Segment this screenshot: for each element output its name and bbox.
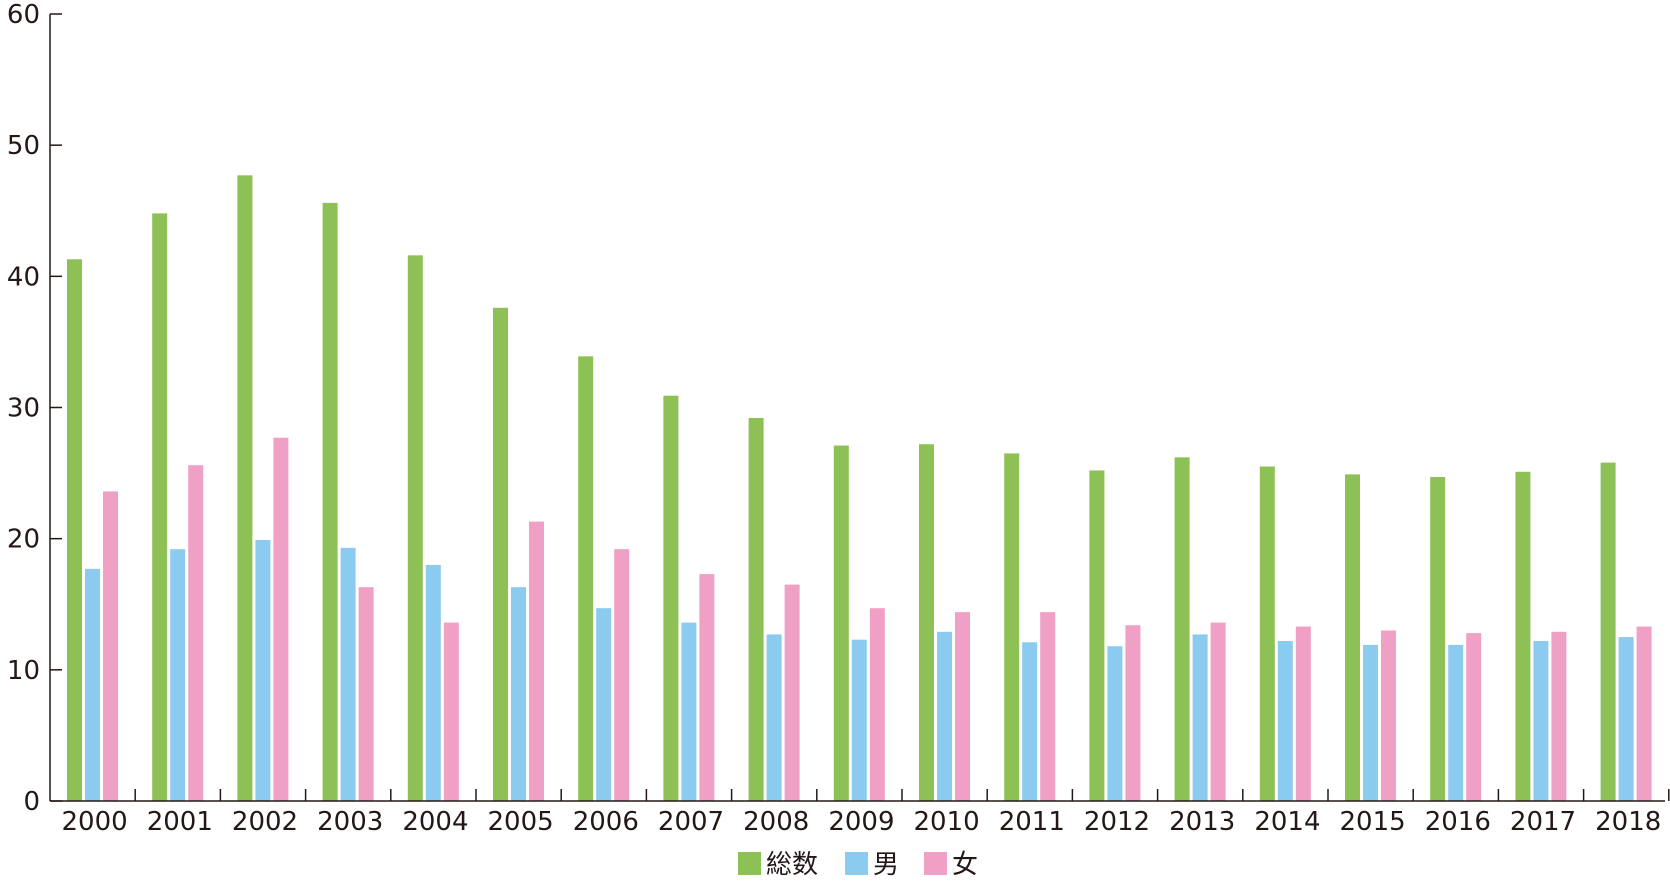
y-tick-label: 60: [7, 0, 40, 30]
x-tick-label: 2012: [1084, 807, 1150, 837]
bar-男-2010: [937, 631, 952, 801]
bar-男-2001: [170, 549, 186, 801]
bar-女-2005: [529, 521, 544, 801]
bar-総数-2009: [833, 445, 849, 801]
bar-女-2016: [1466, 633, 1482, 801]
bar-総数-2003: [322, 202, 338, 801]
bar-男-2005: [511, 587, 526, 801]
bar-女-2008: [784, 584, 800, 801]
y-tick-label: 10: [7, 656, 40, 686]
bar-女-2015: [1381, 630, 1396, 801]
bar-男-2011: [1022, 642, 1038, 801]
y-tick-label: 0: [23, 787, 40, 817]
bar-女-2004: [443, 622, 459, 801]
x-tick-label: 2004: [402, 807, 468, 837]
bar-総数-2012: [1089, 470, 1105, 801]
x-tick-label: 2016: [1425, 807, 1491, 837]
bar-総数-2005: [493, 307, 508, 801]
bar-女-2000: [103, 491, 118, 801]
bar-総数-2016: [1430, 477, 1446, 801]
bar-男-2016: [1448, 644, 1464, 801]
bar-男-2018: [1618, 637, 1634, 801]
bar-女-2009: [869, 608, 885, 801]
x-tick-label: 2009: [828, 807, 894, 837]
x-tick-label: 2007: [658, 807, 724, 837]
legend: 総数 男 女: [738, 850, 978, 880]
bar-総数-2017: [1515, 471, 1531, 801]
bar-女-2007: [699, 574, 715, 801]
x-tick-label: 2014: [1254, 807, 1320, 837]
bar-総数-2000: [67, 259, 82, 801]
bars-group: [67, 175, 1652, 801]
bar-男-2000: [85, 568, 100, 801]
x-tick-label: 2018: [1595, 807, 1661, 837]
x-tick-label: 2002: [232, 807, 298, 837]
legend-swatch-女: [924, 852, 947, 875]
bar-男-2008: [766, 634, 782, 801]
bar-総数-2004: [407, 255, 423, 801]
bar-女-2011: [1040, 612, 1056, 801]
bar-総数-2011: [1004, 453, 1020, 801]
bar-女-2018: [1636, 626, 1652, 801]
bar-総数-2014: [1259, 466, 1275, 801]
bar-総数-2006: [578, 356, 594, 801]
y-tick-label: 30: [7, 394, 40, 424]
bar-女-2012: [1125, 625, 1141, 801]
x-tick-label: 2015: [1340, 807, 1406, 837]
bar-男-2015: [1363, 644, 1378, 801]
bar-総数-2010: [919, 444, 934, 801]
x-tick-label: 2005: [488, 807, 554, 837]
bar-女-2001: [188, 465, 204, 801]
legend-label-男: 男: [873, 850, 899, 880]
bar-男-2003: [340, 547, 356, 801]
bar-男-2006: [596, 608, 612, 801]
legend-swatch-総数: [738, 852, 761, 875]
bar-男-2012: [1107, 646, 1123, 801]
bar-総数-2013: [1174, 457, 1190, 801]
bar-総数-2015: [1345, 474, 1360, 801]
x-tick-label: 2006: [573, 807, 639, 837]
x-tick-label: 2017: [1510, 807, 1576, 837]
x-tick-label: 2011: [999, 807, 1065, 837]
x-tick-label: 2013: [1169, 807, 1235, 837]
bar-男-2013: [1192, 634, 1208, 801]
bar-女-2010: [955, 612, 970, 801]
y-tick-label: 20: [7, 525, 40, 555]
bar-総数-2008: [748, 417, 764, 801]
x-tick-label: 2001: [147, 807, 213, 837]
bar-女-2003: [358, 587, 374, 801]
bar-男-2002: [255, 539, 271, 801]
bar-総数-2007: [663, 395, 679, 801]
bar-総数-2018: [1600, 462, 1616, 801]
y-tick-label: 50: [7, 131, 40, 161]
legend-label-総数: 総数: [766, 850, 818, 880]
bar-男-2014: [1277, 640, 1293, 801]
bar-女-2014: [1295, 626, 1311, 801]
bar-総数-2001: [152, 213, 168, 801]
x-tick-label: 2010: [914, 807, 980, 837]
bar-総数-2002: [237, 175, 253, 801]
bar-女-2006: [614, 549, 630, 801]
x-tick-label: 2003: [317, 807, 383, 837]
y-tick-label: 40: [7, 262, 40, 292]
bar-男-2017: [1533, 640, 1549, 801]
bar-女-2002: [273, 437, 289, 801]
x-tick-label: 2000: [62, 807, 128, 837]
axes-group: 0 10 20 30 40 50 60 2000 2001 2002 2003 2004 2005 200…: [7, 0, 1670, 837]
legend-label-女: 女: [952, 850, 978, 880]
bar-男-2009: [851, 639, 867, 801]
bar-男-2004: [425, 564, 441, 801]
bar-女-2017: [1551, 631, 1567, 801]
legend-swatch-男: [845, 852, 868, 875]
bar-男-2007: [681, 622, 697, 801]
x-tick-label: 2008: [743, 807, 809, 837]
bar-女-2013: [1210, 622, 1226, 801]
